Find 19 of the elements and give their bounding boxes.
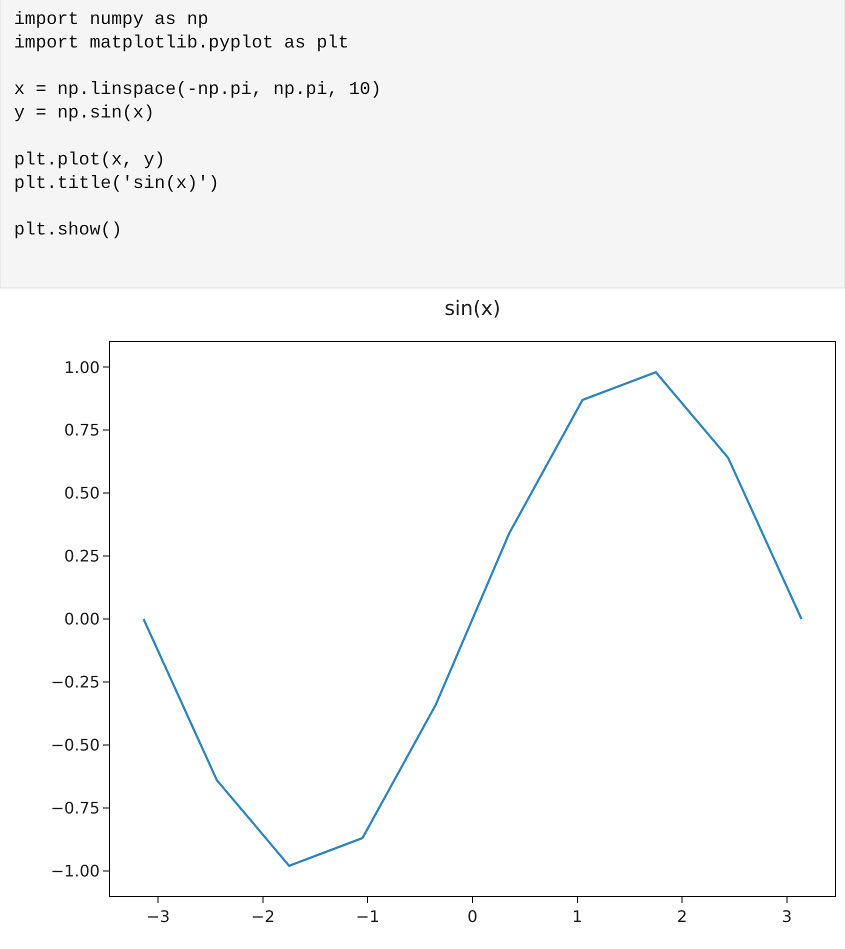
x-tick-label: −2 [251, 907, 275, 926]
y-tick-label: −0.50 [50, 736, 100, 755]
x-tick-label: −1 [356, 907, 380, 926]
x-tick-label: 0 [467, 907, 478, 926]
y-tick-label: −0.25 [50, 672, 100, 692]
y-tick-label: 0.75 [64, 420, 100, 440]
x-tick-label: 3 [782, 907, 792, 926]
y-tick-label: 1.00 [64, 358, 100, 377]
y-tick-label: 0.25 [64, 546, 100, 566]
text: import numpy as np import matplotlib.pyplot as plt x = np.linspace(-np.pi, np.pi, 10) y = np.sin(x) plt.plot(x, y) plt.title('sin(x)') plt.show() [14, 10, 382, 241]
chart-title: sin(x) [444, 296, 501, 320]
x-tick-label: 1 [572, 907, 582, 926]
y-tick-label: 0.00 [64, 610, 100, 629]
line-series [142, 371, 803, 867]
x-tick-label: 2 [676, 907, 688, 926]
y-tick-label: −1.00 [50, 861, 100, 880]
y-tick-label: −0.75 [50, 798, 100, 818]
x-tick-label: −3 [146, 907, 170, 926]
y-tick-label: 0.50 [64, 484, 100, 503]
